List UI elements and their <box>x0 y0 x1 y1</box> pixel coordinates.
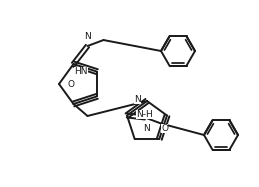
Text: O: O <box>161 123 168 133</box>
Text: N: N <box>134 94 141 103</box>
Text: N: N <box>84 32 91 41</box>
Text: HN: HN <box>75 67 88 76</box>
Text: N: N <box>143 123 149 133</box>
Text: N-H: N-H <box>136 110 153 119</box>
Text: O: O <box>67 79 74 88</box>
